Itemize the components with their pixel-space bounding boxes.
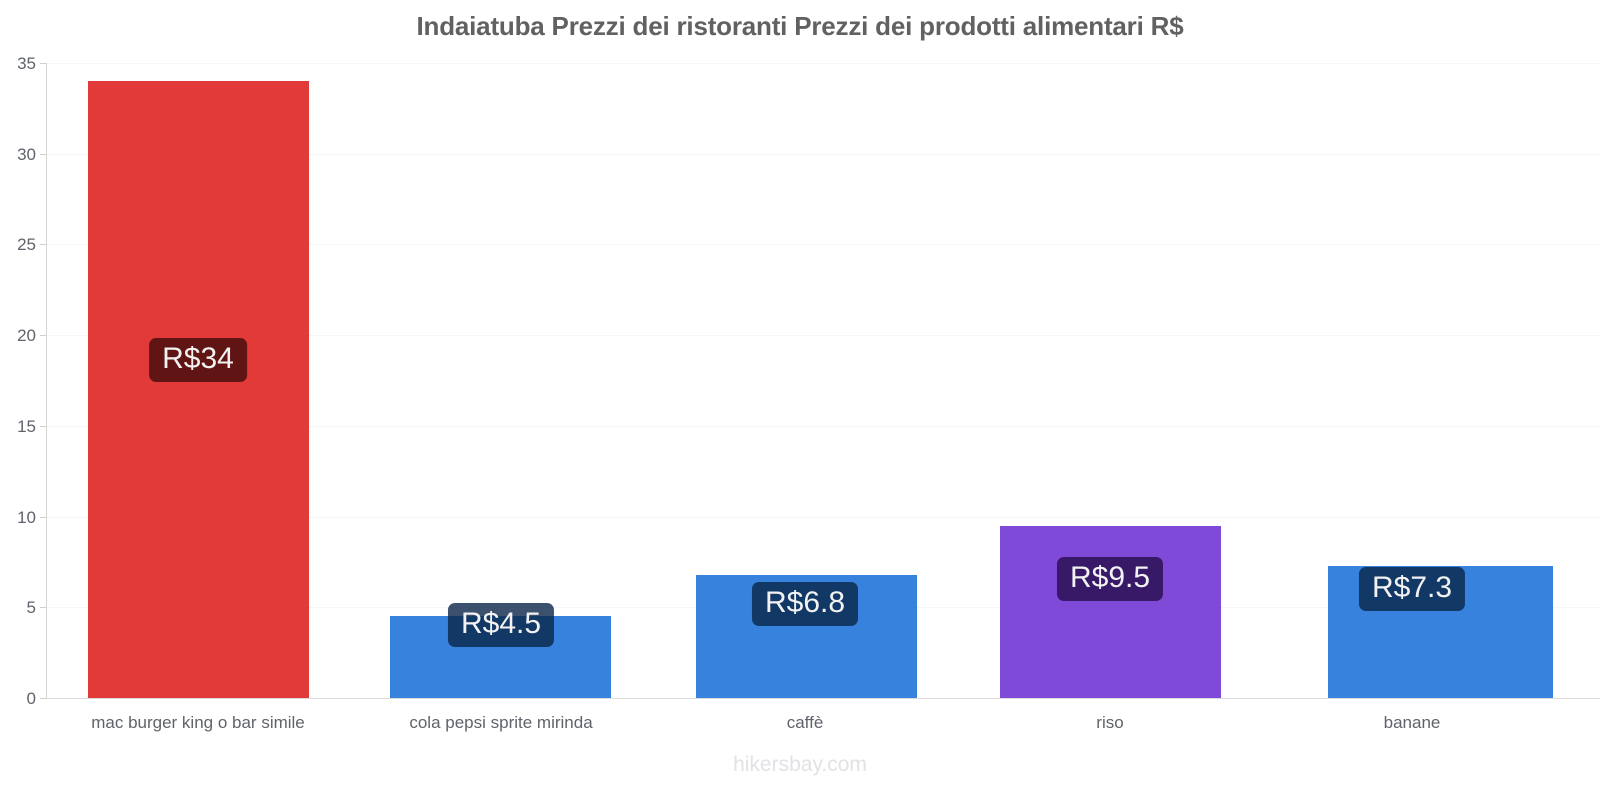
x-tick-label-riso: riso (1096, 713, 1124, 732)
plot-area (46, 63, 1600, 699)
y-tick-label-30: 30 (17, 145, 36, 164)
gridline-35 (46, 63, 1600, 64)
x-tick-label-banane: banane (1383, 713, 1441, 732)
y-tick-label-15: 15 (17, 417, 36, 436)
value-label-riso: R$9.5 (1056, 557, 1164, 601)
value-label-caffe: R$6.8 (751, 582, 859, 626)
y-tick-mark-25 (40, 244, 46, 245)
y-tick-label-25: 25 (17, 235, 36, 254)
gridline-baseline (46, 698, 1600, 699)
x-tick-label-caffe: caffè (786, 713, 824, 732)
gridline-30 (46, 153, 1600, 155)
bar-mac-burger-king-o-bar-simile (88, 81, 309, 698)
chart-title: Indaiatuba Prezzi dei ristoranti Prezzi … (416, 11, 1184, 41)
y-tick-label-35: 35 (17, 54, 36, 73)
bar-riso (1000, 525, 1221, 698)
y-tick-mark-0 (40, 698, 46, 699)
x-tick-label-cola-pepsi-sprite-mirinda: cola pepsi sprite mirinda (409, 713, 593, 732)
y-tick-mark-20 (40, 335, 46, 336)
y-tick-label-5: 5 (26, 598, 36, 617)
y-tick-label-20: 20 (17, 326, 36, 345)
y-axis-labels: 35 30 25 20 15 10 5 0 (0, 0, 36, 800)
gridline-15 (46, 425, 1600, 427)
x-tick-label-mac-burger-king-o-bar-simile: mac burger king o bar simile (91, 713, 305, 732)
y-axis-line (46, 63, 47, 699)
y-tick-mark-15 (40, 426, 46, 427)
y-tick-mark-10 (40, 517, 46, 518)
value-label-mac-burger-king-o-bar-simile: R$34 (149, 338, 247, 382)
y-tick-label-10: 10 (17, 508, 36, 527)
gridline-20 (46, 335, 1600, 337)
source-attribution: hikersbay.com (733, 753, 867, 776)
value-label-cola-pepsi-sprite-mirinda: R$4.5 (447, 603, 555, 647)
value-label-banane: R$7.3 (1358, 567, 1466, 611)
y-tick-mark-35 (40, 63, 46, 64)
gridline-10 (46, 516, 1600, 518)
y-tick-label-0: 0 (26, 689, 36, 708)
y-tick-mark-5 (40, 607, 46, 608)
gridline-25 (46, 244, 1600, 246)
y-tick-mark-30 (40, 154, 46, 155)
